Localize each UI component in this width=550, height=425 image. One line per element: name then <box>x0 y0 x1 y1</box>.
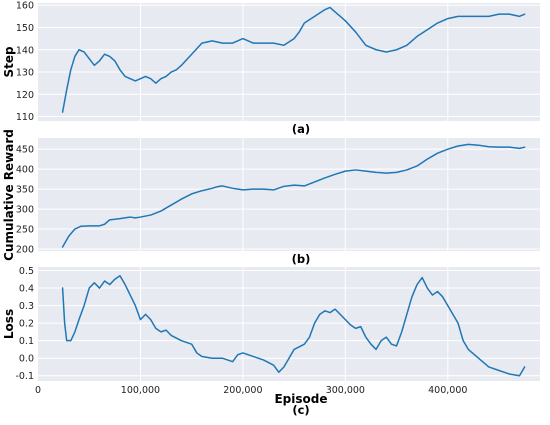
series-line-2 <box>61 143 526 248</box>
x-axis-label: Episode <box>274 392 327 406</box>
series-line-1 <box>61 6 526 113</box>
y-tick-label-2-3: 350 <box>16 185 34 196</box>
y-tick-label-3-1: 0.0 <box>19 354 34 365</box>
y-tick-label-1-0: 110 <box>16 112 34 123</box>
series-line-3 <box>61 275 526 377</box>
panel-background-1 <box>38 3 540 121</box>
y-tick-label-2-5: 450 <box>16 145 34 156</box>
x-tick-label-0: 0 <box>35 385 41 396</box>
x-tick-label-3: 300,000 <box>326 385 365 396</box>
panel-background-2 <box>38 138 540 251</box>
x-tick-label-1: 100,000 <box>121 385 160 396</box>
y-tick-label-3-6: 0.5 <box>19 266 34 277</box>
y-axis-label-2: Cumulative Reward <box>2 129 16 261</box>
x-tick-label-2: 200,000 <box>223 385 262 396</box>
panel-background-3 <box>38 267 540 381</box>
x-tick-label-4: 400,000 <box>428 385 467 396</box>
panel-caption-3: (c) <box>292 403 309 417</box>
y-tick-label-1-5: 160 <box>16 1 34 12</box>
y-axis-label-3: Loss <box>2 309 16 339</box>
y-tick-label-2-2: 300 <box>16 205 34 216</box>
y-tick-label-3-5: 0.4 <box>19 284 34 295</box>
y-tick-label-1-1: 120 <box>16 90 34 101</box>
y-tick-label-1-3: 140 <box>16 45 34 56</box>
y-tick-label-2-4: 400 <box>16 165 34 176</box>
y-tick-label-1-4: 150 <box>16 23 34 34</box>
y-tick-label-3-0: -0.1 <box>15 371 34 382</box>
panel-caption-1: (a) <box>292 122 310 136</box>
panel-caption-2: (b) <box>292 252 311 266</box>
y-tick-label-3-4: 0.3 <box>19 301 34 312</box>
y-tick-label-1-2: 130 <box>16 68 34 79</box>
y-axis-label-1: Step <box>2 46 16 78</box>
y-tick-label-2-1: 250 <box>16 225 34 236</box>
y-tick-label-3-3: 0.2 <box>19 319 34 330</box>
y-tick-label-2-0: 200 <box>16 245 34 256</box>
y-tick-label-3-2: 0.1 <box>19 336 34 347</box>
